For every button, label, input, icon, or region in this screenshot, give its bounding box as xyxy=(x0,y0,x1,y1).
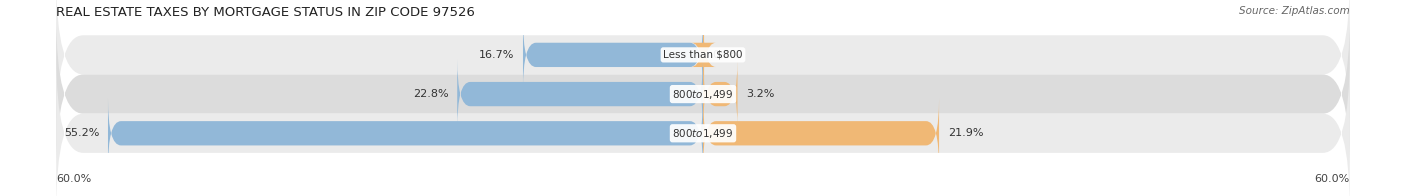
FancyBboxPatch shape xyxy=(523,20,703,90)
Text: $800 to $1,499: $800 to $1,499 xyxy=(672,127,734,140)
FancyBboxPatch shape xyxy=(692,20,716,90)
Text: 16.7%: 16.7% xyxy=(479,50,515,60)
FancyBboxPatch shape xyxy=(703,98,939,168)
FancyBboxPatch shape xyxy=(703,59,738,129)
Text: Less than $800: Less than $800 xyxy=(664,50,742,60)
Text: 22.8%: 22.8% xyxy=(413,89,449,99)
Text: 21.9%: 21.9% xyxy=(948,128,983,138)
Text: REAL ESTATE TAXES BY MORTGAGE STATUS IN ZIP CODE 97526: REAL ESTATE TAXES BY MORTGAGE STATUS IN … xyxy=(56,6,475,19)
Text: 60.0%: 60.0% xyxy=(1315,174,1350,184)
Text: $800 to $1,499: $800 to $1,499 xyxy=(672,88,734,101)
FancyBboxPatch shape xyxy=(108,98,703,168)
Text: Source: ZipAtlas.com: Source: ZipAtlas.com xyxy=(1239,6,1350,16)
Text: 0.1%: 0.1% xyxy=(713,50,741,60)
Text: 60.0%: 60.0% xyxy=(56,174,91,184)
FancyBboxPatch shape xyxy=(56,16,1350,172)
FancyBboxPatch shape xyxy=(457,59,703,129)
Text: 3.2%: 3.2% xyxy=(747,89,775,99)
Text: 55.2%: 55.2% xyxy=(65,128,100,138)
FancyBboxPatch shape xyxy=(56,55,1350,196)
FancyBboxPatch shape xyxy=(56,0,1350,133)
